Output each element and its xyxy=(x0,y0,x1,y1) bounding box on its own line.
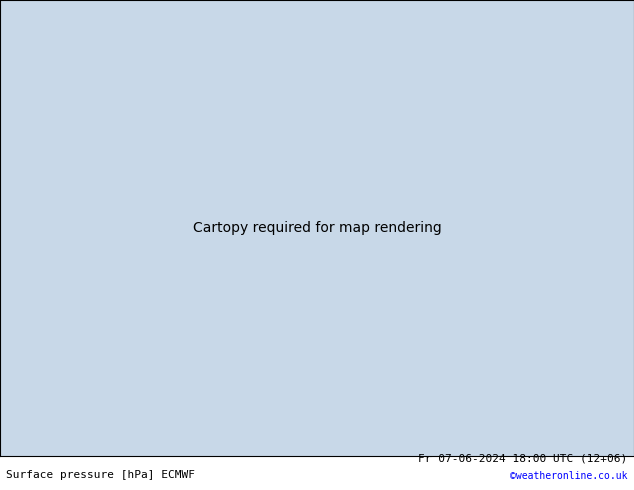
Text: ©weatheronline.co.uk: ©weatheronline.co.uk xyxy=(510,471,628,481)
Text: Surface pressure [hPa] ECMWF: Surface pressure [hPa] ECMWF xyxy=(6,470,195,480)
Text: Cartopy required for map rendering: Cartopy required for map rendering xyxy=(193,221,441,235)
Text: Fr 07-06-2024 18:00 UTC (12+06): Fr 07-06-2024 18:00 UTC (12+06) xyxy=(418,453,628,463)
